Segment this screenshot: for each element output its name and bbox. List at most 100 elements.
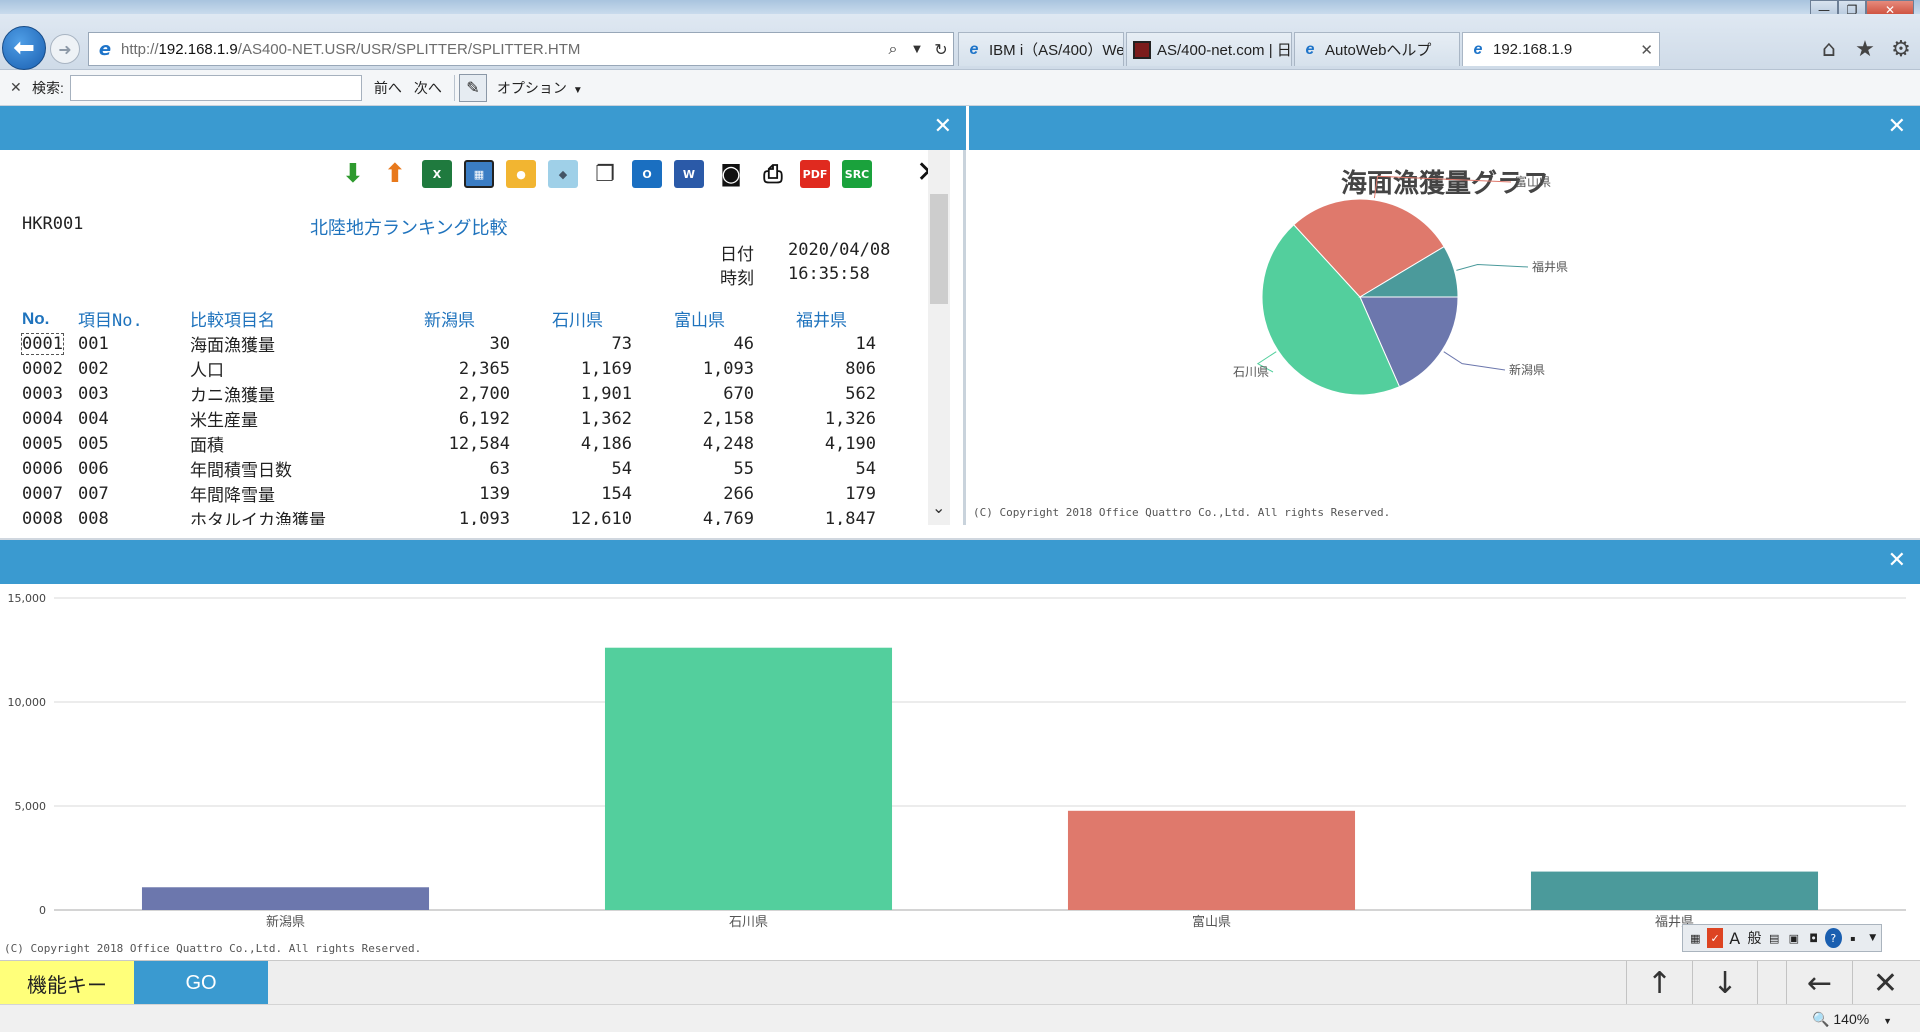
zoom-level: 140% bbox=[1833, 1011, 1870, 1027]
eraser-icon[interactable]: ◆ bbox=[548, 160, 578, 188]
table-row[interactable]: 0005 005 面積 12,584 4,186 4,248 4,190 bbox=[0, 431, 876, 457]
panel-close-icon[interactable]: ✕ bbox=[1887, 548, 1906, 573]
find-input[interactable] bbox=[69, 74, 362, 101]
pie-slice bbox=[1358, 245, 1459, 298]
search-icon[interactable]: ⌕ bbox=[888, 39, 898, 58]
star-icon[interactable]: ★ bbox=[1855, 36, 1875, 62]
word-icon[interactable]: W bbox=[674, 160, 704, 188]
pie-leader-line bbox=[1443, 351, 1506, 371]
table-row[interactable]: 0008 008 ホタルイカ漁獲量 1,093 12,610 4,769 1,847 bbox=[0, 506, 876, 526]
chevron-down-icon[interactable]: ⌄ bbox=[932, 498, 946, 517]
pdf-icon[interactable]: PDF bbox=[800, 160, 830, 188]
highlight-pencil-button[interactable]: ✎ bbox=[458, 73, 487, 102]
back-nav-button[interactable]: ← bbox=[1786, 961, 1852, 1005]
page-down-button[interactable]: ↓ bbox=[1692, 961, 1758, 1005]
cell-ishikawa: 1,169 bbox=[580, 358, 632, 379]
ime-mode-icon[interactable]: A bbox=[1729, 928, 1741, 948]
browser-icons: ⌂ ★ ⚙ bbox=[1816, 36, 1914, 62]
function-key-button[interactable]: 機能キー bbox=[0, 961, 134, 1005]
cell-item-no: 008 bbox=[78, 508, 109, 526]
ie-icon: e bbox=[969, 40, 979, 58]
cell-no: 0007 bbox=[22, 483, 63, 504]
excel-icon[interactable]: X bbox=[422, 160, 452, 188]
home-icon[interactable]: ⌂ bbox=[1822, 36, 1836, 62]
cell-niigata: 6,192 bbox=[458, 408, 510, 429]
help-icon[interactable]: ? bbox=[1824, 928, 1842, 948]
chevron-down-icon[interactable]: ▼ bbox=[1869, 933, 1877, 943]
focused-cell[interactable]: 0001 bbox=[21, 332, 64, 355]
find-prev-button[interactable]: 前へ bbox=[373, 79, 402, 96]
pie-label: 石川県 bbox=[1233, 365, 1269, 379]
cell-niigata: 63 bbox=[489, 458, 510, 479]
table-row[interactable]: 0002 002 人口 2,365 1,169 1,093 806 bbox=[0, 356, 876, 382]
table-header-row: No. 項目No. 比較項目名 新潟県 石川県 富山県 福井県 bbox=[0, 306, 876, 332]
refresh-icon[interactable]: ↻ bbox=[934, 39, 948, 59]
find-options-button[interactable]: オプション ▼ bbox=[497, 78, 583, 98]
find-bar: ✕ 検索: 前へ 次へ ✎ オプション ▼ bbox=[0, 70, 1920, 106]
page-up-button[interactable]: ↑ bbox=[1626, 961, 1692, 1005]
cell-ishikawa: 54 bbox=[611, 458, 632, 479]
arrow-left-icon: ⬅ bbox=[13, 33, 35, 63]
table-row[interactable]: 0007 007 年間降雪量 139 154 266 179 bbox=[0, 481, 876, 507]
ime-general-icon[interactable]: 般 bbox=[1747, 931, 1762, 947]
copy-icon[interactable]: ❐ bbox=[595, 161, 615, 187]
cell-toyama: 266 bbox=[723, 483, 754, 504]
pie-label: 新潟県 bbox=[1509, 362, 1545, 377]
tab-label: AS/400-net.com | 日... bbox=[1157, 42, 1292, 59]
cell-name: ホタルイカ漁獲量 bbox=[190, 511, 326, 525]
go-button[interactable]: GO bbox=[134, 961, 268, 1005]
cell-name: 海面漁獲量 bbox=[190, 336, 275, 356]
back-button[interactable]: ⬅ bbox=[2, 26, 46, 70]
upload-icon[interactable]: ⬆ bbox=[384, 159, 406, 189]
cell-no: 0003 bbox=[22, 383, 63, 404]
ie-icon: e bbox=[1473, 40, 1483, 58]
url-path: /AS400-NET.USR/USR/SPLITTER/SPLITTER.HTM bbox=[237, 40, 581, 58]
copyright-text: (C) Copyright 2018 Office Quattro Co.,Lt… bbox=[4, 942, 422, 955]
vertical-scrollbar[interactable]: ⌄ bbox=[928, 150, 950, 525]
tab-active[interactable]: e 192.168.1.9 ✕ bbox=[1462, 32, 1660, 66]
download-icon[interactable]: ⬇ bbox=[342, 159, 364, 189]
panel-close-icon[interactable]: ✕ bbox=[933, 114, 952, 139]
chevron-down-icon: ▼ bbox=[1883, 1016, 1892, 1026]
y-tick-label: 10,000 bbox=[8, 696, 47, 709]
url-text[interactable]: http://192.168.1.9/AS400-NET.USR/USR/SPL… bbox=[121, 41, 881, 58]
arrow-up-icon: ↑ bbox=[1646, 965, 1673, 1001]
ime-tool-icon[interactable]: ▤ bbox=[1768, 931, 1780, 945]
image-icon[interactable]: ▦ bbox=[464, 160, 494, 188]
find-next-button[interactable]: 次へ bbox=[413, 79, 442, 96]
table-row[interactable]: 0001 001 海面漁獲量 30 73 46 14 bbox=[0, 331, 876, 356]
ime-grid-icon[interactable]: ▦ bbox=[1690, 931, 1701, 945]
page-icon bbox=[1133, 40, 1151, 59]
find-close-icon[interactable]: ✕ bbox=[10, 79, 22, 95]
exit-button[interactable]: ✕ bbox=[1852, 961, 1918, 1005]
forward-button[interactable]: ➜ bbox=[50, 34, 80, 64]
table-row[interactable]: 0006 006 年間積雪日数 63 54 55 54 bbox=[0, 456, 876, 482]
panel-close-icon[interactable]: ✕ bbox=[1887, 114, 1906, 139]
palette-icon[interactable]: ● bbox=[506, 160, 536, 188]
y-tick-label: 15,000 bbox=[8, 592, 47, 605]
ime-check-icon[interactable]: ✓ bbox=[1706, 928, 1724, 948]
scrollbar-thumb[interactable] bbox=[930, 194, 948, 304]
cell-fukui: 806 bbox=[845, 358, 876, 379]
tab-as400net[interactable]: AS/400-net.com | 日... bbox=[1126, 32, 1292, 66]
camera-icon[interactable]: ◙ bbox=[720, 161, 742, 187]
cell-toyama: 4,769 bbox=[702, 508, 754, 526]
ime-pad-icon[interactable]: ▣ bbox=[1788, 931, 1800, 945]
cell-item-no: 005 bbox=[78, 433, 109, 454]
tab-ibm[interactable]: e IBM i（AS/400）Web... bbox=[958, 32, 1124, 66]
zoom-control[interactable]: 🔍 140% ▼ bbox=[1812, 1011, 1892, 1028]
table-row[interactable]: 0003 003 カニ漁獲量 2,700 1,901 670 562 bbox=[0, 381, 876, 407]
ime-dict-icon[interactable]: ◘ bbox=[1809, 931, 1818, 945]
pie-slice bbox=[1293, 198, 1445, 298]
time-value: 16:35:58 bbox=[788, 264, 870, 284]
src-icon[interactable]: SRC bbox=[842, 160, 872, 188]
table-row[interactable]: 0004 004 米生産量 6,192 1,362 2,158 1,326 bbox=[0, 406, 876, 432]
tab-close-icon[interactable]: ✕ bbox=[1640, 41, 1653, 59]
gear-icon[interactable]: ⚙ bbox=[1891, 36, 1911, 62]
dropdown-icon[interactable]: ▼ bbox=[913, 43, 921, 55]
address-bar[interactable]: e http://192.168.1.9/AS400-NET.USR/USR/S… bbox=[88, 32, 954, 66]
cell-name: 年間降雪量 bbox=[190, 486, 275, 506]
tab-autoweb-help[interactable]: e AutoWebヘルプ bbox=[1294, 32, 1460, 66]
printer-icon[interactable]: ⎙ bbox=[763, 160, 783, 188]
outlook-icon[interactable]: O bbox=[632, 160, 662, 188]
